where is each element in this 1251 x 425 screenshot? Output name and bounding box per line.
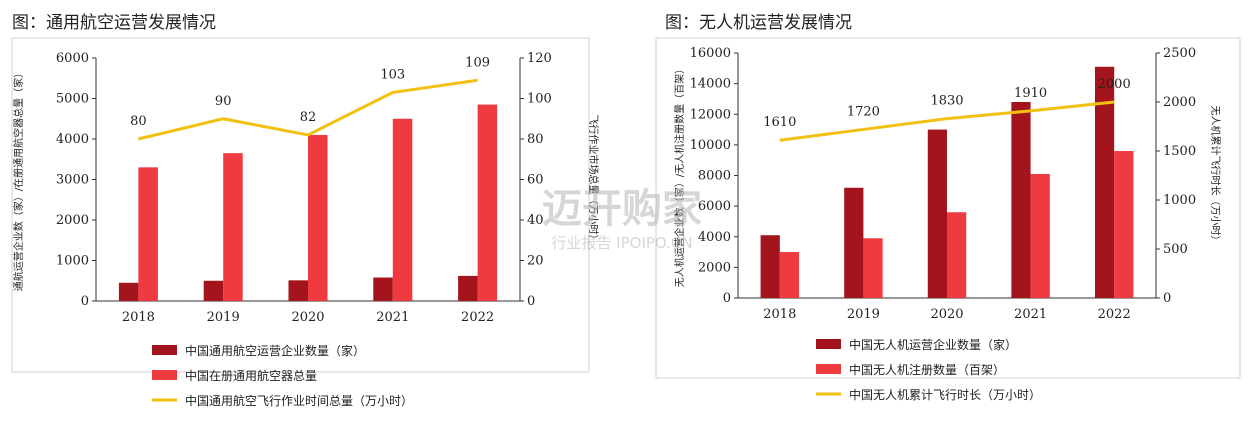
c1-x-tick-label: 2018 <box>122 310 155 325</box>
c2-bar-2 <box>1114 151 1134 298</box>
c1-y-tick-label: 1000 <box>56 254 89 269</box>
c2-x-tick-label: 2020 <box>930 307 963 322</box>
c1-legend-label: 中国通用航空飞行作业时间总量（万小时） <box>185 393 413 408</box>
c1-bar-1 <box>458 275 478 301</box>
c2-legend-label: 中国无人机运营企业数量（家） <box>849 337 1017 352</box>
c1-line-series <box>138 78 478 141</box>
c2-legend-swatch <box>816 339 841 349</box>
c1-y2-axis-title: 飞行作业市场总量（万小时） <box>587 115 600 245</box>
c2-line-series <box>779 100 1115 142</box>
c2-y-tick-label: 14000 <box>690 77 731 92</box>
c1-y-tick-label: 0 <box>81 294 89 309</box>
c2-y2-tick-label: 1500 <box>1163 144 1196 159</box>
c2-y-tick-label: 16000 <box>690 46 731 61</box>
c2-y-tick-label: 6000 <box>698 199 731 214</box>
c2-y-tick-label: 4000 <box>698 230 731 245</box>
c2-y2-tick-label: 0 <box>1163 291 1171 306</box>
c2-y-tick-label: 0 <box>723 291 731 306</box>
c2-legend-label: 中国无人机累计飞行时长（万小时） <box>849 387 1041 402</box>
c1-y-axis-title: 通航运营企业数（家）/在册通用航空器总量（家） <box>12 68 25 291</box>
c1-data-label: 90 <box>215 94 232 109</box>
watermark-logo: 迈开购家 <box>542 186 702 232</box>
c2-data-label: 1610 <box>763 115 796 130</box>
c2-x-tick-label: 2019 <box>847 307 880 322</box>
c1-bar-2 <box>308 134 328 301</box>
c1-data-label: 80 <box>130 114 147 129</box>
c2-y2-axis-title: 无人机累计飞行时长（万小时） <box>1209 106 1222 246</box>
c1-x-tick-label: 2021 <box>376 310 409 325</box>
c1-y-tick-label: 5000 <box>56 92 89 107</box>
c1-bar-2 <box>477 104 498 301</box>
c1-legend-swatch <box>152 345 177 355</box>
c1-y2-tick-label: 20 <box>527 254 544 269</box>
c1-bar-2 <box>392 118 413 301</box>
c2-bar-2 <box>863 238 883 298</box>
c1-y2-tick-label: 80 <box>527 132 544 147</box>
c2-bar-1 <box>927 129 947 298</box>
c2-y-tick-label: 2000 <box>698 260 731 275</box>
c1-bar-1 <box>118 282 139 301</box>
c1-bar-2 <box>138 167 158 301</box>
chart-title-right: 图：无人机运营发展情况 <box>665 13 852 33</box>
c1-y2-tick-label: 120 <box>527 51 552 66</box>
c2-x-tick-label: 2022 <box>1098 307 1131 322</box>
c1-data-label: 82 <box>300 110 317 125</box>
c2-y2-tick-label: 2500 <box>1163 46 1196 61</box>
watermark-subtext: 行业报告 IPOIPO.CN <box>551 234 692 252</box>
c2-y2-tick-label: 2000 <box>1163 95 1196 110</box>
c2-y-axis-title: 无人机运营企业数（家）/无人机注册数量（百架） <box>673 64 686 287</box>
c2-legend-label: 中国无人机注册数量（百架） <box>849 362 1005 377</box>
c1-y2-tick-label: 60 <box>527 173 544 188</box>
c1-x-tick-label: 2020 <box>291 310 324 325</box>
c1-data-label: 103 <box>380 67 405 82</box>
c2-y-tick-label: 10000 <box>690 138 731 153</box>
c2-bar-2 <box>1030 173 1050 298</box>
c2-x-tick-label: 2018 <box>763 307 796 322</box>
c1-chart-frame <box>11 37 590 373</box>
c1-bar-1 <box>203 280 224 301</box>
c1-legend-swatch <box>152 370 177 380</box>
c1-y-tick-label: 2000 <box>56 213 89 228</box>
c2-y2-tick-label: 1000 <box>1163 193 1196 208</box>
c1-y2-tick-label: 40 <box>527 213 544 228</box>
c2-bar-1 <box>760 235 780 298</box>
c2-data-label: 2000 <box>1098 77 1131 92</box>
c1-bar-2 <box>223 153 243 301</box>
c2-bar-1 <box>844 187 864 298</box>
c1-x-tick-label: 2022 <box>461 310 494 325</box>
c1-bar-1 <box>373 277 393 301</box>
c2-data-label: 1720 <box>847 104 880 119</box>
c2-bar-1 <box>1094 66 1115 298</box>
c1-y-tick-label: 3000 <box>56 173 89 188</box>
c2-data-label: 1910 <box>1014 86 1047 101</box>
c2-y-tick-label: 8000 <box>698 169 731 184</box>
c2-y2-tick-label: 500 <box>1163 242 1188 257</box>
c1-y2-tick-label: 100 <box>527 92 552 107</box>
c1-x-tick-label: 2019 <box>207 310 240 325</box>
c2-legend-swatch <box>816 364 841 374</box>
c1-legend-label: 中国在册通用航空器总量 <box>185 368 317 383</box>
c1-data-label: 109 <box>465 55 490 70</box>
c2-bar-2 <box>947 212 967 298</box>
chart-title-left: 图：通用航空运营发展情况 <box>12 13 216 33</box>
c2-chart-frame <box>655 37 1241 379</box>
c1-legend-label: 中国通用航空运营企业数量（家） <box>185 343 365 358</box>
c1-y-tick-label: 4000 <box>56 132 89 147</box>
c1-y2-tick-label: 0 <box>527 294 535 309</box>
c1-y-tick-label: 6000 <box>56 51 89 66</box>
c2-y-tick-label: 12000 <box>690 107 731 122</box>
c2-data-label: 1830 <box>930 94 963 109</box>
c1-bar-1 <box>288 280 308 301</box>
c2-bar-1 <box>1011 102 1031 298</box>
c2-bar-2 <box>779 252 800 298</box>
c2-x-tick-label: 2021 <box>1014 307 1047 322</box>
